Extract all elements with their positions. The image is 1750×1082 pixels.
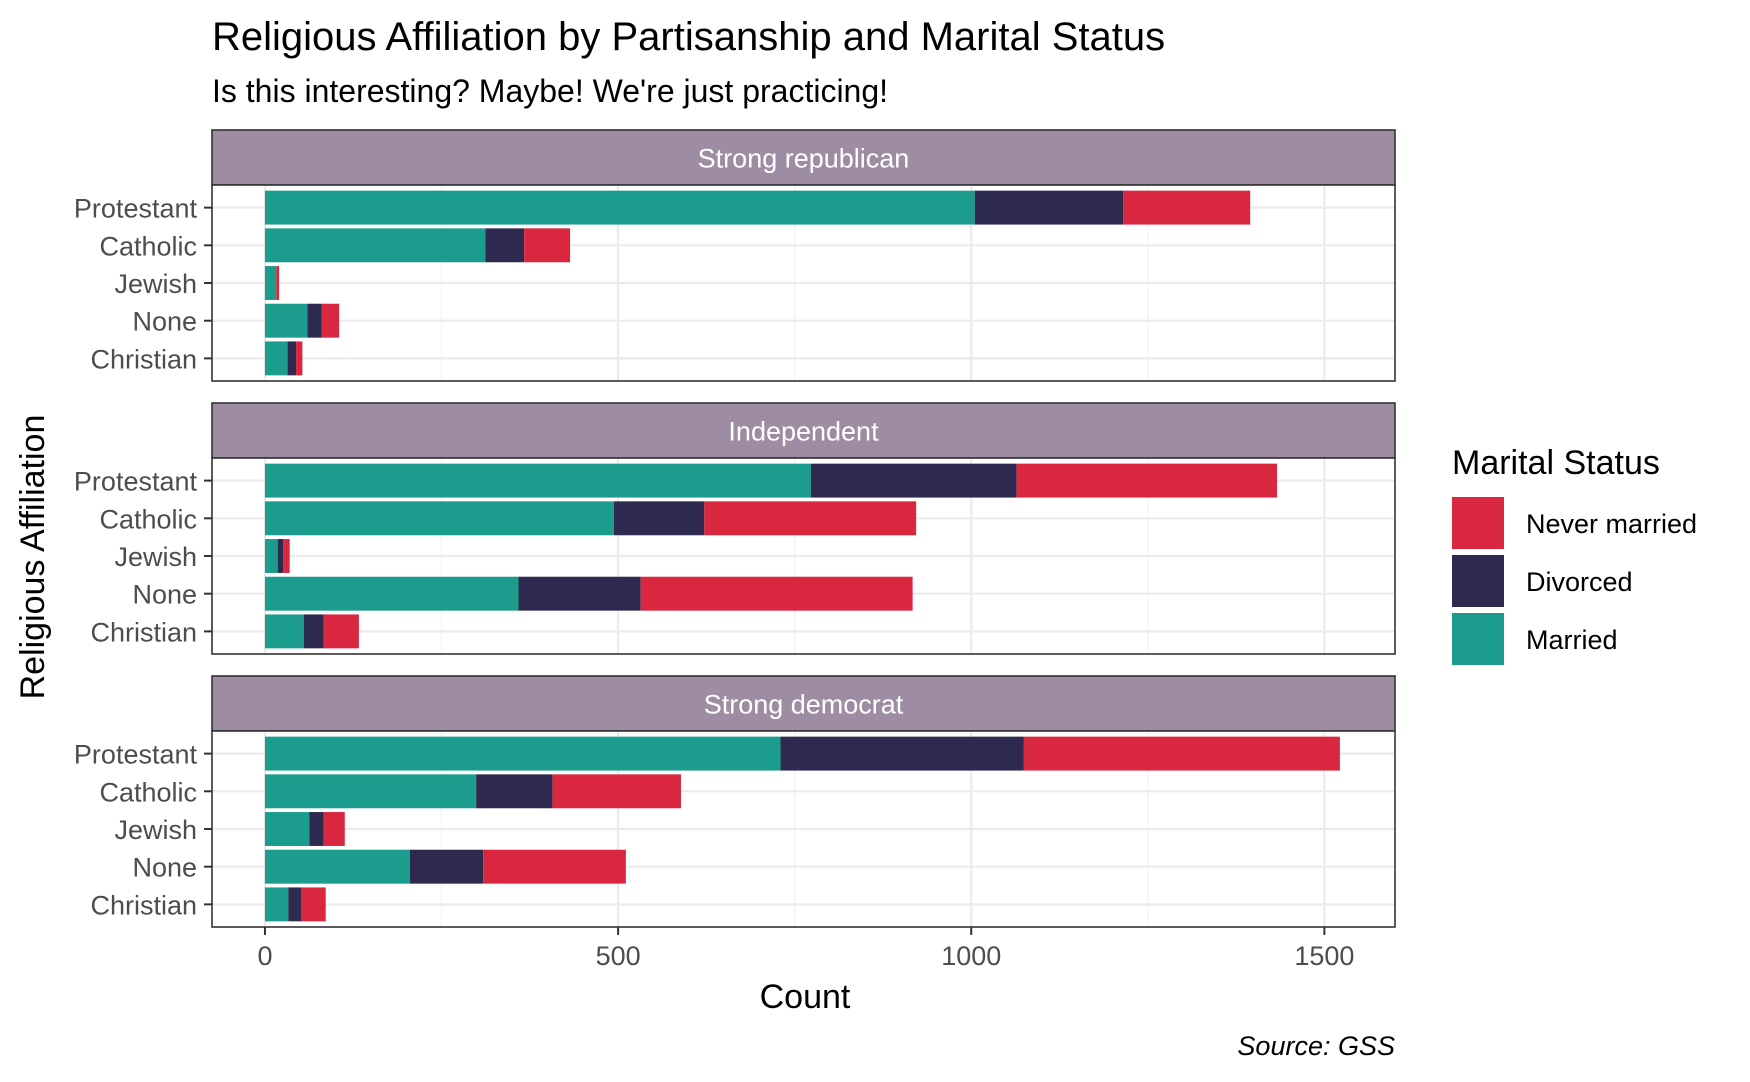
bar-married-catholic bbox=[264, 501, 614, 536]
bar-never-married-jewish bbox=[283, 539, 290, 573]
bar-never-married-catholic bbox=[552, 774, 681, 809]
bar-never-married-protestant bbox=[1123, 190, 1251, 225]
legend: Marital Status Never married Divorced Marr… bbox=[1452, 444, 1697, 665]
bar-divorced-protestant bbox=[974, 190, 1124, 225]
bar-never-married-none bbox=[483, 849, 626, 884]
facet-strip bbox=[211, 129, 1396, 186]
bar-divorced-christian bbox=[287, 341, 297, 376]
bar-never-married-christian bbox=[300, 887, 326, 922]
y-tick-label: Christian bbox=[90, 890, 197, 920]
facet-strip-label: Strong democrat bbox=[704, 690, 904, 720]
bar-never-married-none bbox=[321, 303, 340, 338]
bar-divorced-protestant bbox=[810, 463, 1017, 498]
bar-never-married-none bbox=[640, 576, 913, 611]
facet-strong-republican: Strong republican Protestant Catholic Jewis… bbox=[74, 129, 1396, 382]
x-axis: 0 500 1000 1500 bbox=[257, 927, 1354, 971]
bar-married-jewish bbox=[264, 266, 277, 300]
y-tick-label: None bbox=[132, 580, 197, 610]
bar-divorced-protestant bbox=[780, 736, 1024, 771]
bar-never-married-protestant bbox=[1016, 463, 1278, 498]
bar-married-none bbox=[264, 849, 410, 884]
y-tick-label: Jewish bbox=[114, 542, 197, 572]
bar-never-married-jewish bbox=[276, 266, 280, 300]
x-tick-label: 1000 bbox=[941, 941, 1001, 971]
y-tick-label: Protestant bbox=[74, 194, 198, 224]
y-tick-label: Protestant bbox=[74, 467, 198, 497]
facet-panels: Strong republican Protestant Catholic Jewis… bbox=[74, 129, 1396, 928]
y-tick-label: Protestant bbox=[74, 740, 198, 770]
bar-divorced-none bbox=[518, 576, 641, 611]
legend-key-divorced bbox=[1452, 555, 1504, 607]
facet-strip bbox=[211, 402, 1396, 459]
y-tick-label: Christian bbox=[90, 617, 197, 647]
bar-married-jewish bbox=[264, 812, 310, 846]
y-tick-label: None bbox=[132, 307, 197, 337]
bar-married-protestant bbox=[264, 463, 811, 498]
bar-married-protestant bbox=[264, 736, 781, 771]
bar-married-jewish bbox=[264, 539, 278, 573]
x-tick-label: 0 bbox=[257, 941, 272, 971]
bar-divorced-none bbox=[307, 303, 322, 338]
bar-never-married-protestant bbox=[1023, 736, 1340, 771]
x-tick-label: 1500 bbox=[1294, 941, 1354, 971]
facet-strip-label: Independent bbox=[728, 417, 879, 447]
x-tick-label: 500 bbox=[596, 941, 641, 971]
bar-never-married-christian bbox=[323, 614, 359, 649]
bar-never-married-christian bbox=[296, 341, 303, 376]
legend-title: Marital Status bbox=[1452, 444, 1660, 482]
y-tick-label: None bbox=[132, 853, 197, 883]
bar-divorced-christian bbox=[288, 887, 301, 922]
bar-married-christian bbox=[264, 887, 289, 922]
bar-divorced-none bbox=[409, 849, 484, 884]
facet-strip-label: Strong republican bbox=[698, 144, 910, 174]
y-tick-label: Christian bbox=[90, 344, 197, 374]
bar-divorced-catholic bbox=[613, 501, 705, 536]
bar-never-married-jewish bbox=[323, 812, 345, 846]
y-axis-title: Religious Affiliation bbox=[14, 415, 52, 700]
bar-married-protestant bbox=[264, 190, 975, 225]
bar-divorced-catholic bbox=[485, 228, 525, 263]
bar-never-married-catholic bbox=[704, 501, 917, 536]
facet-strong-democrat: Strong democrat Protestant Catholic Jewish N… bbox=[74, 675, 1396, 928]
bar-married-catholic bbox=[264, 228, 486, 263]
y-tick-label: Jewish bbox=[114, 269, 197, 299]
chart-caption: Source: GSS bbox=[1237, 1031, 1395, 1061]
chart-title: Religious Affiliation by Partisanship an… bbox=[212, 15, 1165, 59]
bar-never-married-catholic bbox=[524, 228, 571, 263]
bar-divorced-christian bbox=[303, 614, 324, 649]
bar-divorced-jewish bbox=[277, 539, 284, 573]
bar-married-none bbox=[264, 576, 519, 611]
legend-label-divorced: Divorced bbox=[1526, 567, 1633, 597]
bar-married-christian bbox=[264, 341, 288, 376]
legend-label-never-married: Never married bbox=[1526, 509, 1697, 539]
facet-strip bbox=[211, 675, 1396, 732]
bar-married-christian bbox=[264, 614, 304, 649]
bar-married-catholic bbox=[264, 774, 477, 809]
y-tick-label: Catholic bbox=[99, 231, 197, 261]
facet-independent: Independent Protestant Catholic Jewish None C… bbox=[74, 402, 1396, 655]
bar-divorced-catholic bbox=[476, 774, 553, 809]
bar-divorced-jewish bbox=[309, 812, 324, 846]
legend-label-married: Married bbox=[1526, 625, 1618, 655]
x-axis-title: Count bbox=[760, 978, 851, 1016]
chart-subtitle: Is this interesting? Maybe! We're just p… bbox=[212, 73, 888, 109]
y-tick-label: Catholic bbox=[99, 777, 197, 807]
legend-key-married bbox=[1452, 613, 1504, 665]
y-tick-label: Catholic bbox=[99, 504, 197, 534]
y-tick-label: Jewish bbox=[114, 815, 197, 845]
legend-key-never-married bbox=[1452, 497, 1504, 549]
bar-married-none bbox=[264, 303, 308, 338]
